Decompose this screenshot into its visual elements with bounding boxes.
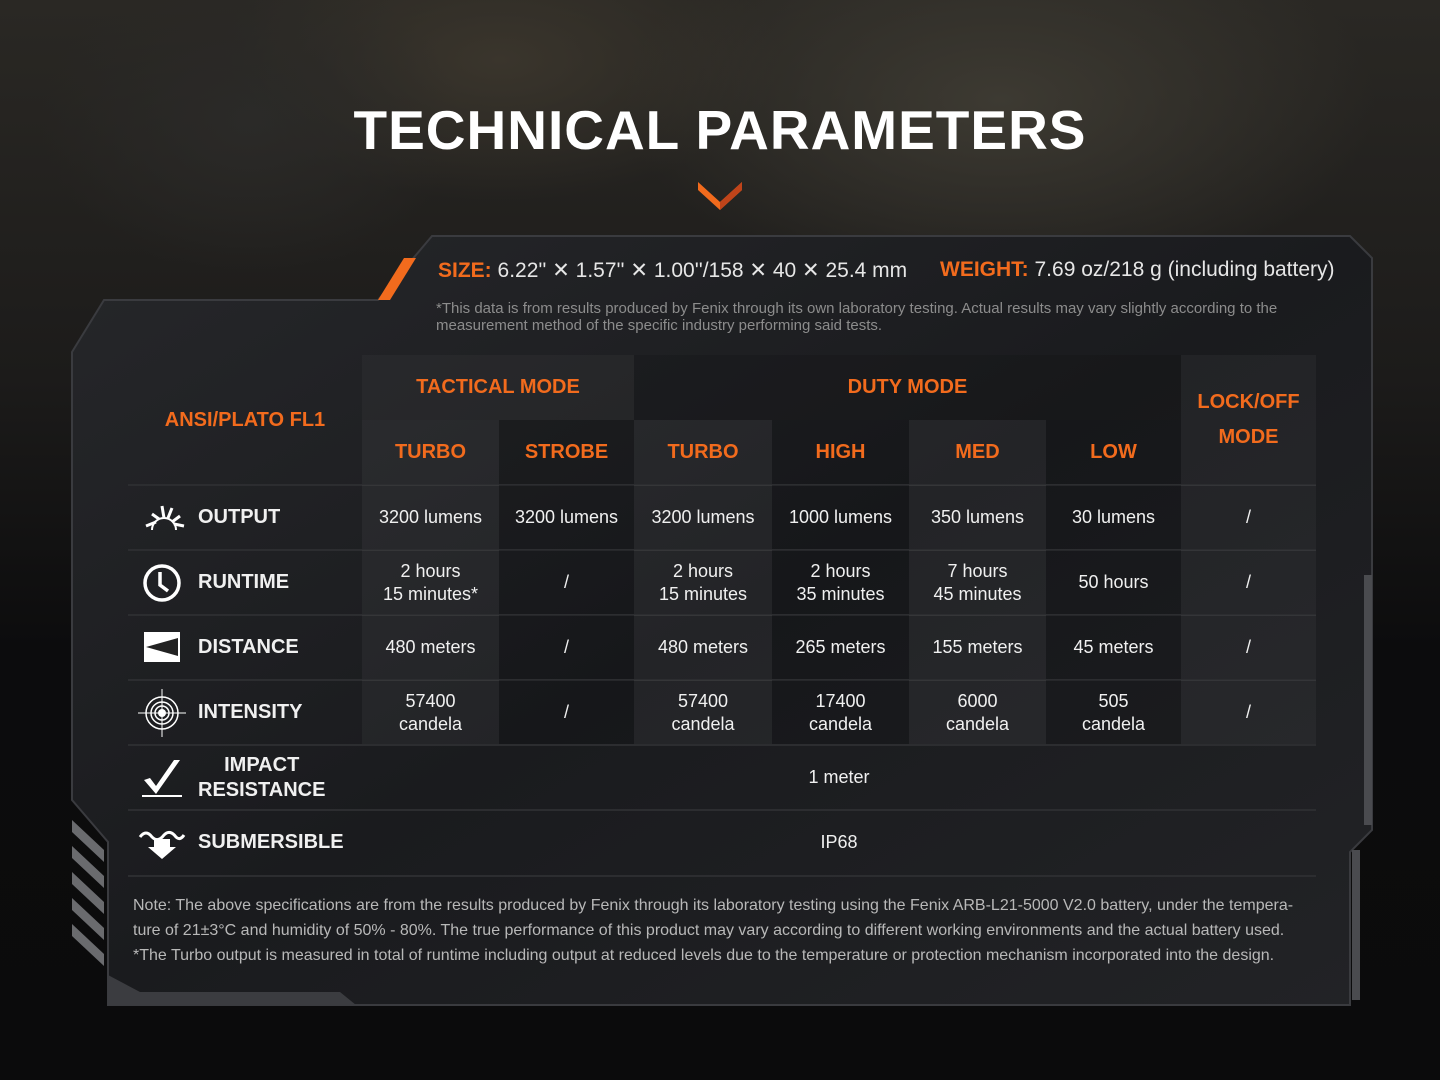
table-cell: 1000 lumens <box>772 485 909 550</box>
table-cell: 2 hours 15 minutes <box>634 550 772 615</box>
target-icon <box>138 688 186 737</box>
row-divider <box>128 744 1316 746</box>
table-cell: / <box>499 680 634 745</box>
row-label-impact-resistance: IMPACT RESISTANCE <box>128 745 362 810</box>
table-cell: 480 meters <box>362 615 499 680</box>
note-line: *The Turbo output is measured in total o… <box>133 947 1275 964</box>
group-header-duty: DUTY MODE <box>634 355 1181 420</box>
table-cell: 17400 candela <box>772 680 909 745</box>
table-cell: 505 candela <box>1046 680 1181 745</box>
table-cell: 155 meters <box>909 615 1046 680</box>
table-cell: / <box>1181 680 1316 745</box>
table-cell: / <box>1181 485 1316 550</box>
row-divider <box>128 875 1316 877</box>
mode-header-turbo: TURBO <box>362 420 499 485</box>
mode-header-low: LOW <box>1046 420 1181 485</box>
corner-header: ANSI/PLATO FL1 <box>164 408 326 431</box>
table-cell: 45 meters <box>1046 615 1181 680</box>
table-cell: 3200 lumens <box>634 485 772 550</box>
weight-spec: WEIGHT: 7.69 oz/218 g (including battery… <box>940 258 1335 282</box>
note-line: ture of 21±3°C and humidity of 50% - 80%… <box>133 922 1285 939</box>
mode-header-high: HIGH <box>772 420 909 485</box>
row-divider <box>128 549 1316 551</box>
row-label-runtime: RUNTIME <box>128 550 362 615</box>
weight-value: 7.69 oz/218 g (including battery) <box>1034 258 1335 281</box>
table-cell: 30 lumens <box>1046 485 1181 550</box>
row-label-text: SUBMERSIBLE <box>198 831 344 853</box>
table-cell: 2 hours 15 minutes* <box>362 550 499 615</box>
table-cell: 6000 candela <box>909 680 1046 745</box>
row-label-text: OUTPUT <box>198 506 281 528</box>
sunburst-icon <box>145 505 185 530</box>
water-arrow-icon <box>138 830 186 859</box>
row-label-submersible: SUBMERSIBLE <box>128 810 362 875</box>
mode-header-turbo: TURBO <box>634 420 772 485</box>
clock-icon <box>143 563 181 602</box>
table-cell: 50 hours <box>1046 550 1181 615</box>
table-cell-merged: 1 meter <box>808 767 870 787</box>
row-divider <box>128 614 1316 616</box>
page-title: TECHNICAL PARAMETERS <box>353 99 1087 161</box>
table-cell: 350 lumens <box>909 485 1046 550</box>
row-divider <box>128 809 1316 811</box>
table-cell: 3200 lumens <box>362 485 499 550</box>
table-cell: 2 hours 35 minutes <box>772 550 909 615</box>
table-cell: 57400 candela <box>362 680 499 745</box>
size-spec: SIZE: 6.22'' ✕ 1.57'' ✕ 1.00''/158 ✕ 40 … <box>438 258 907 283</box>
group-header-tactical: TACTICAL MODE <box>362 355 634 420</box>
size-value: 6.22'' ✕ 1.57'' ✕ 1.00''/158 ✕ 40 ✕ 25.4… <box>497 259 908 282</box>
size-label: SIZE: <box>438 259 492 282</box>
row-divider <box>128 484 1316 486</box>
table-cell: 57400 candela <box>634 680 772 745</box>
note-line: Note: The above specifications are from … <box>133 897 1294 914</box>
chevron-down-icon <box>698 182 742 210</box>
row-divider <box>128 679 1316 681</box>
table-cell: / <box>499 550 634 615</box>
weight-label: WEIGHT: <box>940 258 1029 281</box>
row-label-text: INTENSITY <box>198 701 303 723</box>
mode-header-med: MED <box>909 420 1046 485</box>
row-label-text: DISTANCE <box>198 636 299 658</box>
table-cell: 265 meters <box>772 615 909 680</box>
table-cell: 3200 lumens <box>499 485 634 550</box>
disclaimer: *This data is from results produced by F… <box>436 300 1278 334</box>
row-label-output: OUTPUT <box>128 485 362 550</box>
row-label-text: IMPACT RESISTANCE <box>198 753 326 801</box>
table-cell: / <box>499 615 634 680</box>
row-label-text: RUNTIME <box>198 571 290 593</box>
table-cell: / <box>1181 550 1316 615</box>
table-cell: / <box>1181 615 1316 680</box>
beam-distance-icon <box>144 631 180 662</box>
mode-header-strobe: STROBE <box>499 420 634 485</box>
footnotes: Note: The above specifications are from … <box>133 893 1338 968</box>
group-header-lockoff: LOCK/OFF MODE <box>1181 355 1316 485</box>
table-cell: 480 meters <box>634 615 772 680</box>
table-cell: 7 hours 45 minutes <box>909 550 1046 615</box>
impact-check-icon <box>142 759 182 797</box>
table-cell-merged: IP68 <box>820 832 858 852</box>
row-label-intensity: INTENSITY <box>128 680 362 745</box>
row-label-distance: DISTANCE <box>128 615 362 680</box>
